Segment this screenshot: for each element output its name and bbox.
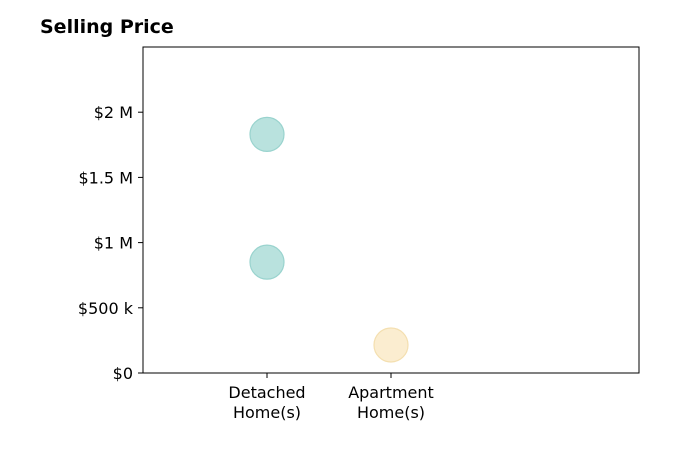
chart-title: Selling Price	[40, 16, 174, 38]
data-points	[249, 116, 409, 363]
y-tick-label: $2 M	[94, 103, 133, 122]
y-tick-label: $0	[113, 364, 133, 383]
x-tick-label: Detached Home(s)	[228, 383, 305, 422]
x-axis: Detached Home(s) Apartment Home(s)	[228, 373, 434, 422]
data-point	[249, 244, 285, 280]
y-tick-label: $1 M	[94, 234, 133, 253]
data-point	[373, 327, 409, 363]
data-point	[249, 116, 285, 152]
y-axis: $0 $500 k $1 M $1.5 M $2 M	[78, 103, 143, 383]
y-tick-label: $1.5 M	[78, 168, 133, 187]
x-tick-label: Apartment Home(s)	[348, 383, 434, 422]
plot-area-frame	[142, 46, 640, 374]
y-tick-label: $500 k	[78, 299, 134, 318]
